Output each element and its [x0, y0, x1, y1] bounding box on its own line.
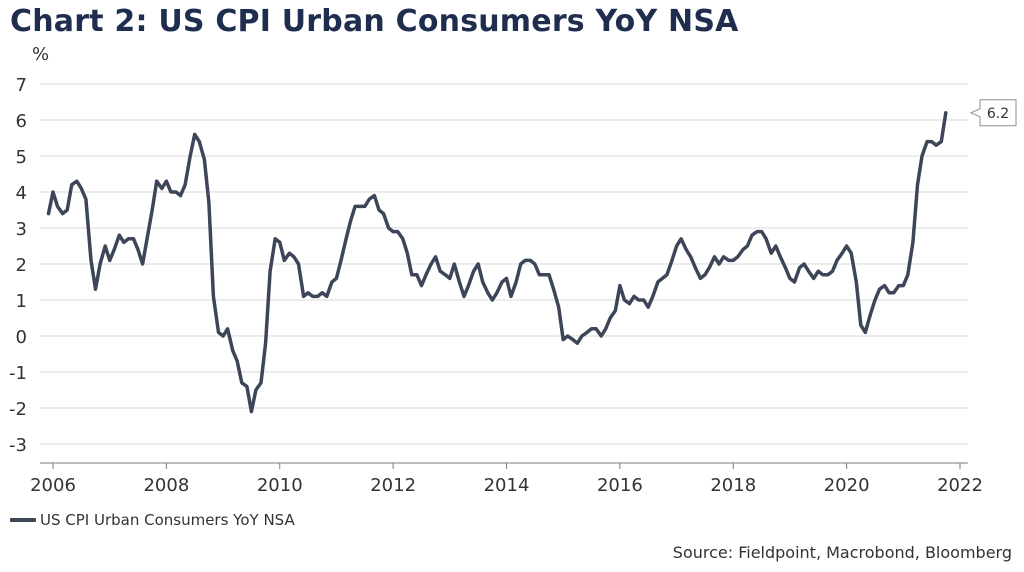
x-tick-label: 2022	[937, 475, 983, 496]
y-tick-label: 2	[16, 255, 27, 276]
series-lines	[46, 111, 948, 414]
legend-swatch	[10, 518, 36, 522]
chart-title: Chart 2: US CPI Urban Consumers YoY NSA	[10, 4, 739, 39]
x-axis: 2006 2008 2010 2012 2014 2016 2018 2020 2022	[30, 462, 983, 496]
x-tick-label: 2012	[370, 475, 416, 496]
x-tick-label: 2014	[484, 475, 530, 496]
y-tick-label: 7	[16, 75, 27, 96]
y-tick-label: 4	[16, 183, 27, 204]
legend-label: US CPI Urban Consumers YoY NSA	[40, 511, 295, 529]
y-axis-tick-labels: 7 6 5 4 3 2 1 0 -1 -2 -3	[9, 75, 27, 456]
x-tick-label: 2008	[143, 475, 189, 496]
last-value-callout: 6.2	[969, 99, 1017, 127]
y-tick-label: 6	[16, 111, 27, 132]
y-axis-unit-label: %	[32, 44, 50, 65]
callout-box	[969, 99, 1017, 127]
last-value-label: 6.2	[987, 106, 1009, 122]
series-line	[46, 111, 948, 414]
gridlines	[40, 83, 968, 445]
source-note: Source: Fieldpoint, Macrobond, Bloomberg	[672, 543, 1012, 562]
y-tick-label: 1	[16, 291, 27, 312]
y-tick-label: 3	[16, 219, 27, 240]
x-tick-label: 2006	[30, 475, 76, 496]
y-tick-label: -1	[9, 363, 27, 384]
y-tick-label: -2	[9, 399, 27, 420]
y-tick-label: -3	[9, 435, 27, 456]
x-tick-label: 2020	[824, 475, 870, 496]
y-tick-label: 5	[16, 147, 27, 168]
legend: US CPI Urban Consumers YoY NSA	[10, 511, 295, 529]
x-tick-label: 2016	[597, 475, 643, 496]
y-tick-label: 0	[16, 327, 27, 348]
x-tick-label: 2018	[710, 475, 756, 496]
x-tick-label: 2010	[257, 475, 303, 496]
